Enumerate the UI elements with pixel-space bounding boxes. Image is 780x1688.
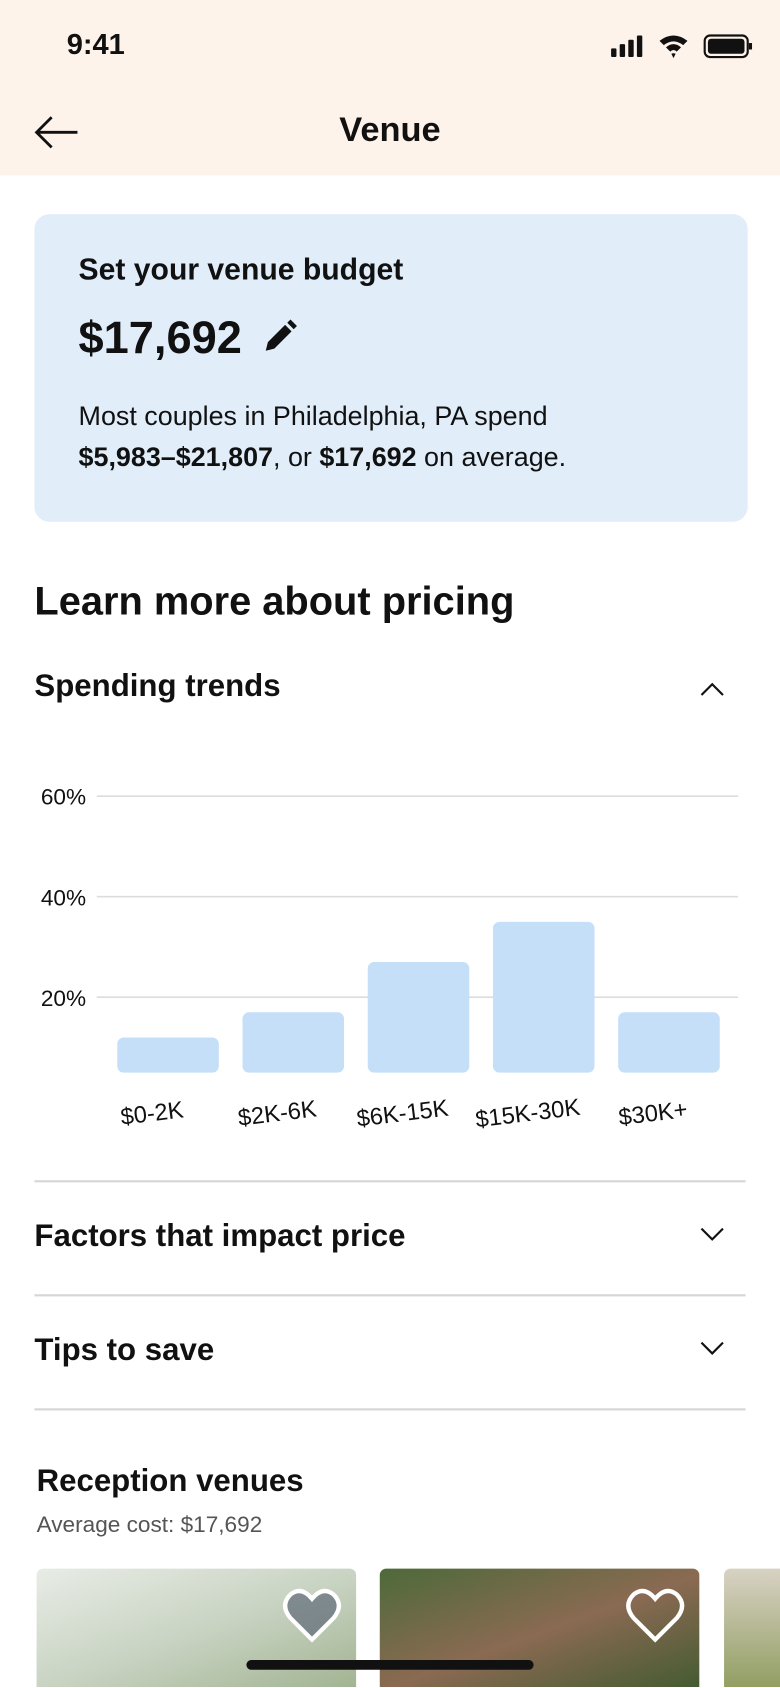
chevron-down[interactable] — [699, 1224, 725, 1246]
average: $17,692 — [319, 442, 417, 473]
chevron-down[interactable] — [699, 1338, 725, 1360]
heart[interactable] — [380, 1569, 700, 1687]
y-tick-label: 60% — [41, 785, 86, 810]
venues-title: Reception venues — [36, 1464, 304, 1499]
back-button[interactable] — [32, 114, 81, 151]
accordion-title[interactable]: Spending trends — [34, 669, 281, 704]
x-tick-label: $6K-15K — [355, 1096, 450, 1133]
chevron-up[interactable] — [699, 678, 725, 700]
range: $5,983–$21,807 — [78, 442, 273, 473]
budget-card — [34, 214, 748, 522]
x-tick-label: $0-2K — [119, 1097, 185, 1131]
budget-value: $17,692 — [78, 311, 242, 363]
budget-description: Most couples in Philadelphia, PA spend $5… — [79, 396, 725, 478]
bar — [242, 1012, 345, 1073]
chart: 20% 40% 60% $0-2K $2K-6K $6K-15K $15K-30K $30K+ — [41, 785, 739, 1134]
x-tick-label: $30K+ — [617, 1097, 689, 1131]
top-bar — [0, 0, 780, 176]
text: on average. — [424, 442, 567, 473]
y-tick-label: 40% — [41, 885, 86, 910]
text: Most couples in Philadelphia, PA spend — [78, 401, 548, 432]
bar — [618, 1012, 720, 1073]
edit-icon[interactable] — [261, 318, 298, 355]
text: , or — [272, 442, 312, 473]
bar — [117, 1037, 219, 1073]
x-tick-label: $2K-6K — [237, 1096, 319, 1131]
divider — [34, 1180, 746, 1183]
status-time: 9:41 — [66, 27, 125, 61]
budget-amount[interactable]: $17,692 — [79, 312, 298, 364]
bar — [492, 921, 595, 1073]
divider — [34, 1294, 746, 1297]
home-indicator — [246, 1660, 534, 1670]
accordion-title[interactable]: Tips to save — [34, 1332, 215, 1368]
bar — [367, 962, 470, 1073]
accordion-title[interactable]: Factors that impact price — [34, 1218, 406, 1254]
header-title: Venue — [339, 109, 441, 149]
venue-photo[interactable] — [724, 1568, 780, 1687]
status-icons — [611, 34, 753, 59]
x-tick-label: $15K-30K — [474, 1095, 582, 1134]
divider — [34, 1408, 746, 1411]
section-title: Learn more about pricing — [34, 578, 515, 623]
venues-subtitle: Average cost: $17,692 — [36, 1512, 263, 1538]
heart[interactable] — [37, 1569, 357, 1687]
budget-heading: Set your venue budget — [78, 252, 404, 287]
y-tick-label: 20% — [41, 986, 86, 1011]
